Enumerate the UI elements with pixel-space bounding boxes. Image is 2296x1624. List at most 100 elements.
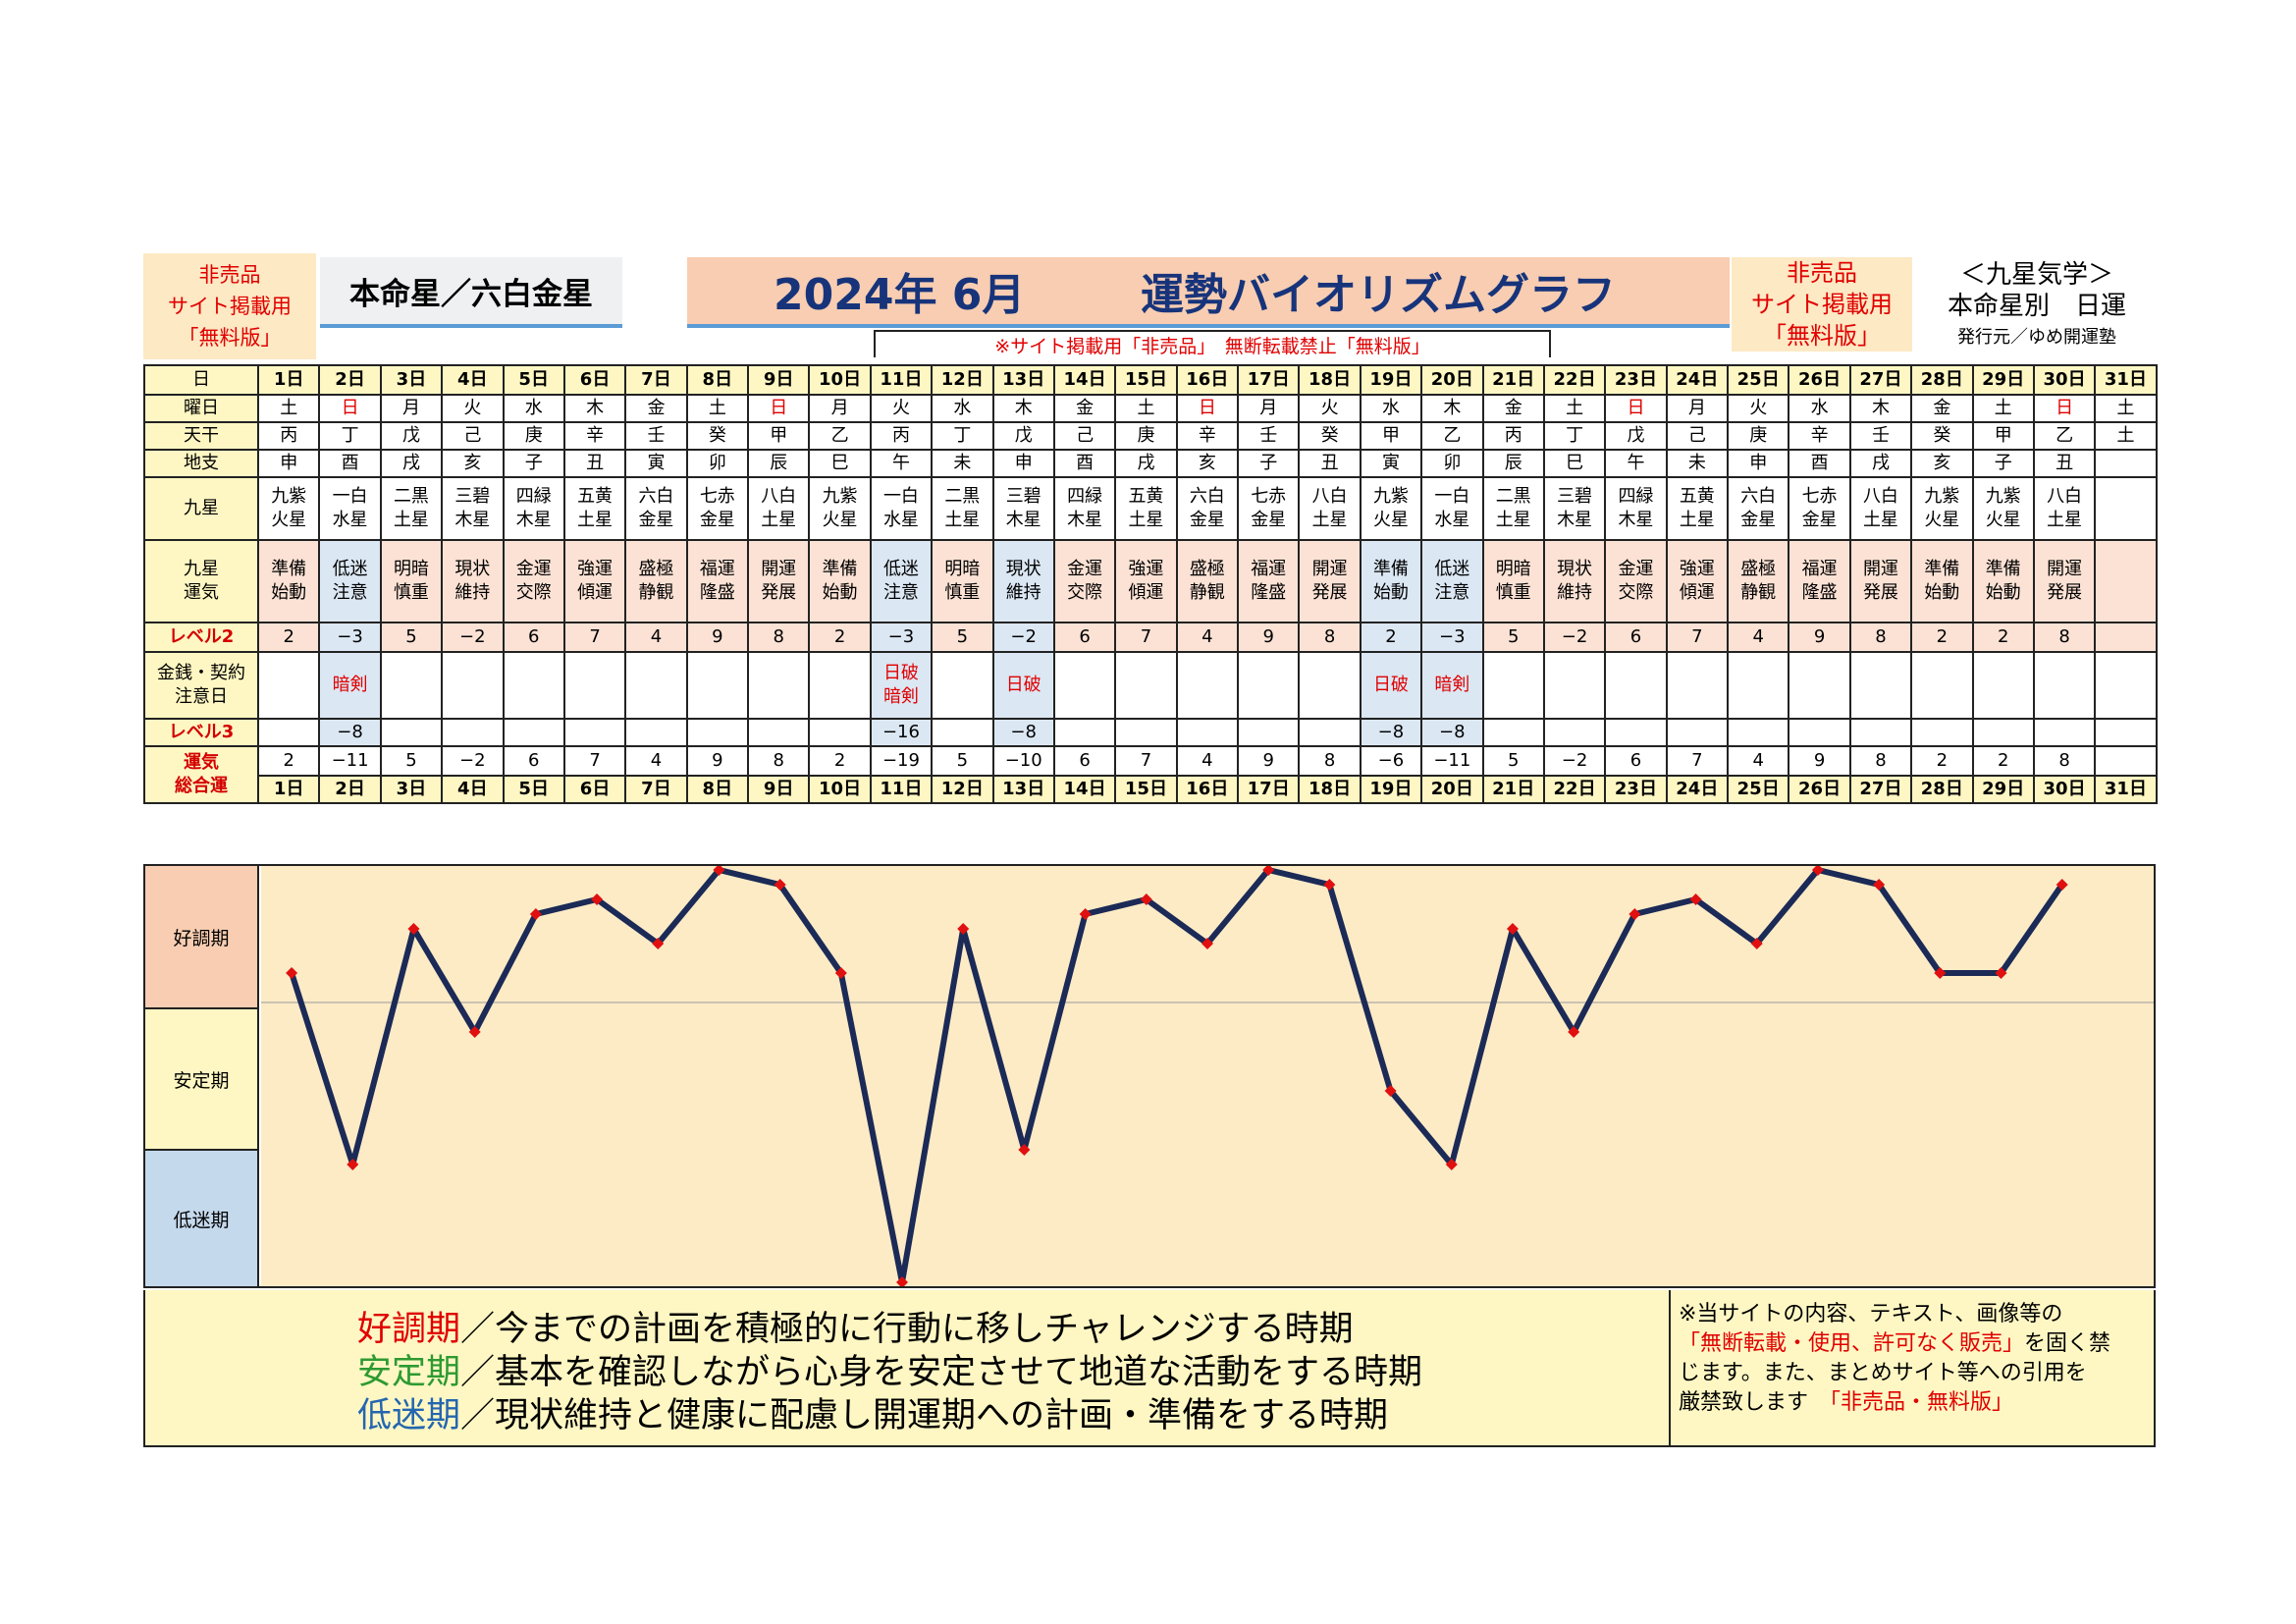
sogo-cell: −11 [1420, 745, 1484, 777]
right-header: ＜九星気学＞ 本命星別 日運 発行元／ゆめ開運塾 [1919, 257, 2155, 355]
data-point-marker [1689, 893, 1702, 905]
money-cell [1788, 651, 1851, 720]
period-stable-label: 安定期 [173, 1069, 230, 1092]
day-header-cell: 5日 [502, 364, 565, 396]
terms-line: ※当サイトの内容、テキスト、画像等の [1679, 1302, 2063, 1326]
level2-cell: 8 [2032, 622, 2097, 653]
level2-cell: −2 [441, 622, 505, 653]
kyusei-cell: 八白 土星 [1298, 476, 1362, 541]
weekdays-cell: 金 [624, 394, 688, 423]
level3-cell [2094, 718, 2158, 747]
kyusei-cell: 二黒 土星 [379, 476, 444, 541]
tenkan-cell: 己 [441, 421, 505, 451]
title-main: 運勢バイオリズムグラフ [1141, 270, 1616, 320]
chishi-cell: 子 [1971, 449, 2035, 478]
kyusei-cell: 七赤 金星 [1788, 476, 1851, 541]
data-point-marker [1018, 1144, 1031, 1156]
day-header-cell: 7日 [624, 364, 688, 396]
sogo-cell: 5 [931, 745, 994, 777]
chishi-cell: 午 [869, 449, 934, 478]
day-header-cell: 3日 [379, 775, 444, 804]
tenkan-cell: 辛 [1788, 421, 1851, 451]
kyusei-cell: 三碧 木星 [1542, 476, 1607, 541]
data-point-marker [468, 1026, 481, 1038]
level2-cell: 5 [1481, 622, 1545, 653]
weekdays-cell: 木 [562, 394, 627, 423]
unki-cell [2094, 539, 2158, 623]
sogo-cell: −19 [869, 745, 934, 777]
tenkan-cell: 丙 [1481, 421, 1545, 451]
tenkan-cell: 土 [2094, 421, 2158, 451]
day-header-cell: 17日 [1236, 364, 1301, 396]
chishi-cell: 亥 [1175, 449, 1240, 478]
row-days: 日 1日 2日 3日 4日 5日 6日 7日 8日 9日 10日 11日 12日 13日 14日 15日 16日… [143, 364, 2158, 396]
sogo-cell: 7 [1114, 745, 1178, 777]
tenkan-cell: 乙 [1420, 421, 1484, 451]
weekdays-cell: 火 [869, 394, 934, 423]
period-low: 低迷期 [145, 1149, 259, 1286]
data-point-marker [347, 1159, 359, 1170]
row-label-kyusei: 九星 [143, 476, 259, 541]
money-cell: 暗剣 [318, 651, 382, 720]
day-header-cell: 26日 [1788, 775, 1851, 804]
day-header-cell: 29日 [1971, 364, 2035, 396]
day-header-cell: 8日 [685, 364, 750, 396]
kyusei-cell: 九紫 火星 [1971, 476, 2035, 541]
tenkan-cell: 戊 [379, 421, 444, 451]
kyusei-cell: 一白 水星 [318, 476, 382, 541]
money-cell [1910, 651, 1974, 720]
level3-cell [1665, 718, 1730, 747]
level2-cell: 4 [624, 622, 688, 653]
tenkan-cell: 丙 [256, 421, 321, 451]
honmei-underline [320, 324, 622, 328]
legend-item: 安定期／基本を確認しながら心身を安定させて地道な活動をする時期 [357, 1351, 1633, 1394]
day-header-cell: 6日 [562, 364, 627, 396]
chishi-cell: 申 [991, 449, 1055, 478]
level2-cell: 9 [685, 622, 750, 653]
level3-cell [808, 718, 872, 747]
row-label-level2: レベル2 [143, 622, 259, 653]
day-header-cell: 21日 [1481, 364, 1545, 396]
weekdays-cell: 日 [1175, 394, 1240, 423]
unki-cell: 開運 発展 [2032, 539, 2097, 623]
unki-cell: 金運 交際 [1604, 539, 1668, 623]
level3-cell [1175, 718, 1240, 747]
day-header-cell: 30日 [2032, 775, 2097, 804]
data-point-marker [1445, 1159, 1458, 1170]
day-header-cell: 8日 [685, 775, 750, 804]
day-header-cell: 16日 [1175, 775, 1240, 804]
money-cell [1052, 651, 1117, 720]
weekdays-cell: 日 [746, 394, 811, 423]
money-cell [1848, 651, 1913, 720]
day-header-cell: 28日 [1910, 364, 1974, 396]
weekdays-cell: 日 [2032, 394, 2097, 423]
day-header-cell: 25日 [1726, 775, 1790, 804]
chishi-cell: 酉 [318, 449, 382, 478]
data-point-marker [1750, 938, 1763, 949]
legend-text: ／現状維持と健康に配慮し開運期への計画・準備をする時期 [460, 1396, 1389, 1435]
terms-red: 「非売品・無料版」 [1830, 1390, 2014, 1415]
day-header-cell: 4日 [441, 364, 505, 396]
day-header-cell: 13日 [991, 364, 1055, 396]
sogo-cell: 5 [379, 745, 444, 777]
title-underline [687, 324, 1730, 328]
tenkan-cell: 甲 [746, 421, 811, 451]
day-header-cell: 19日 [1359, 364, 1423, 396]
tenkan-cell: 己 [1052, 421, 1117, 451]
data-point-marker [1629, 908, 1641, 920]
kyusei-cell [2094, 476, 2158, 541]
level2-cell: 7 [1665, 622, 1730, 653]
sogo-cell: 4 [624, 745, 688, 777]
day-header-cell: 25日 [1726, 364, 1790, 396]
tenkan-cell: 壬 [624, 421, 688, 451]
kyusei-cell: 六白 金星 [624, 476, 688, 541]
level3-cell [1298, 718, 1362, 747]
kyusei-cell: 八白 土星 [1848, 476, 1913, 541]
level3-cell: −8 [991, 718, 1055, 747]
level2-cell: 6 [1604, 622, 1668, 653]
kyusei-cell: 二黒 土星 [1481, 476, 1545, 541]
unki-cell: 明暗 慎重 [931, 539, 994, 623]
sogo-cell: 2 [256, 745, 321, 777]
tenkan-cell: 辛 [1175, 421, 1240, 451]
biorhythm-line-chart [261, 866, 2154, 1286]
